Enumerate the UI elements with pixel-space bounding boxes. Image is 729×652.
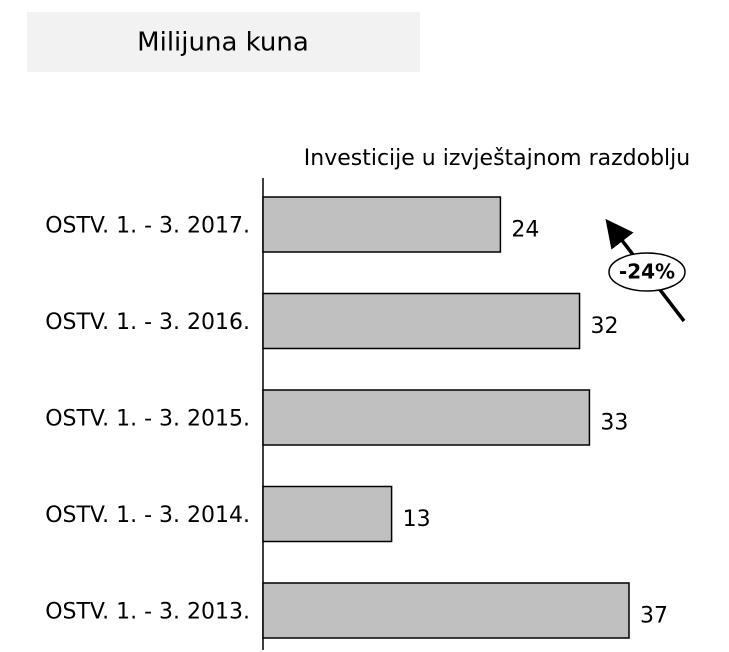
y-tick-label: OSTV. 1. - 3. 2016. xyxy=(45,310,250,335)
value-label: 32 xyxy=(591,314,619,339)
title-box xyxy=(27,12,420,72)
chart-title: Milijuna kuna xyxy=(137,28,309,58)
annotation: -24% xyxy=(619,260,675,284)
bar xyxy=(262,196,502,253)
annotation-ellipse xyxy=(608,252,686,292)
value-label: 33 xyxy=(600,411,628,436)
bar xyxy=(262,582,630,639)
bar xyxy=(262,485,393,543)
value-label: 24 xyxy=(511,218,539,243)
y-tick-label: OSTV. 1. - 3. 2017. xyxy=(45,214,250,239)
y-tick-label: OSTV. 1. - 3. 2015. xyxy=(45,407,250,432)
bar xyxy=(262,389,591,446)
bar xyxy=(262,292,581,350)
subtitle: Investicije u izvještajnom razdoblju xyxy=(304,146,690,171)
value-label: 37 xyxy=(640,604,668,629)
y-tick-label: OSTV. 1. - 3. 2014. xyxy=(45,503,250,528)
y-tick-label: OSTV. 1. - 3. 2013. xyxy=(45,600,250,625)
value-label: 13 xyxy=(403,507,431,532)
